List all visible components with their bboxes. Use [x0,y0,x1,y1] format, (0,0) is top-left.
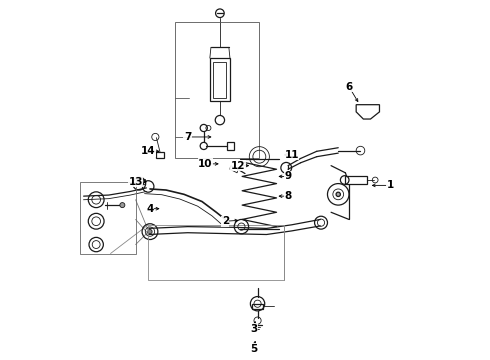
Bar [227,142,234,149]
Text: 7: 7 [184,132,191,142]
Text: 2: 2 [221,216,229,226]
Text: 3: 3 [250,324,258,334]
Text: 11: 11 [284,150,299,160]
Circle shape [148,229,152,234]
Bar [80,182,136,253]
Bar [136,179,145,184]
Bar [214,62,226,98]
Text: 10: 10 [198,159,213,169]
Text: 4: 4 [147,204,154,214]
Text: 9: 9 [285,171,292,181]
Bar [252,304,263,309]
Circle shape [120,203,125,208]
Text: 1: 1 [387,180,394,190]
Text: 14: 14 [141,146,155,156]
Text: 5: 5 [250,343,258,354]
Bar [156,152,164,158]
Bar [345,176,367,184]
Text: 12: 12 [231,161,245,171]
Bar [210,58,230,101]
Bar [175,22,259,158]
Bar [148,225,285,280]
Text: 13: 13 [128,177,143,187]
Circle shape [336,192,341,197]
Text: 6: 6 [345,82,353,92]
Text: 8: 8 [284,191,292,201]
